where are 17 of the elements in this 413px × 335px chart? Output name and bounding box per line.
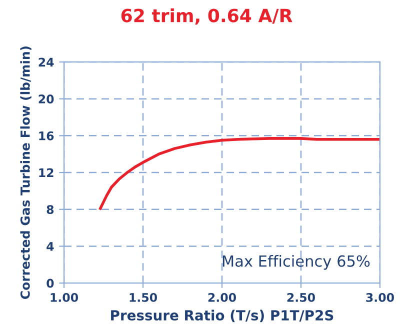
y-axis-title: Corrected Gas Turbine Flow (lb/min) [20,46,32,299]
x-tick-label: 2.50 [287,293,315,302]
annotation: Max Efficiency 65% [222,255,370,270]
x-tick-label: 2.00 [208,293,236,302]
chart-title: 62 trim, 0.64 A/R [121,8,292,25]
x-axis-title: Pressure Ratio (T/s) P1T/P2S [111,310,334,322]
y-tick-label: 8 [46,205,54,214]
x-tick-label: 1.00 [50,293,78,302]
y-tick-label: 12 [39,168,54,178]
y-tick-label: 16 [39,131,54,140]
y-tick-label: 24 [38,58,54,66]
line-series [98,137,380,210]
y-tick-label: 20 [38,94,54,104]
x-tick-label: 3.00 [366,293,394,302]
y-tick-label: 0 [46,278,54,288]
x-tick-label: 1.50 [130,293,157,302]
y-tick-label: 4 [46,242,54,251]
